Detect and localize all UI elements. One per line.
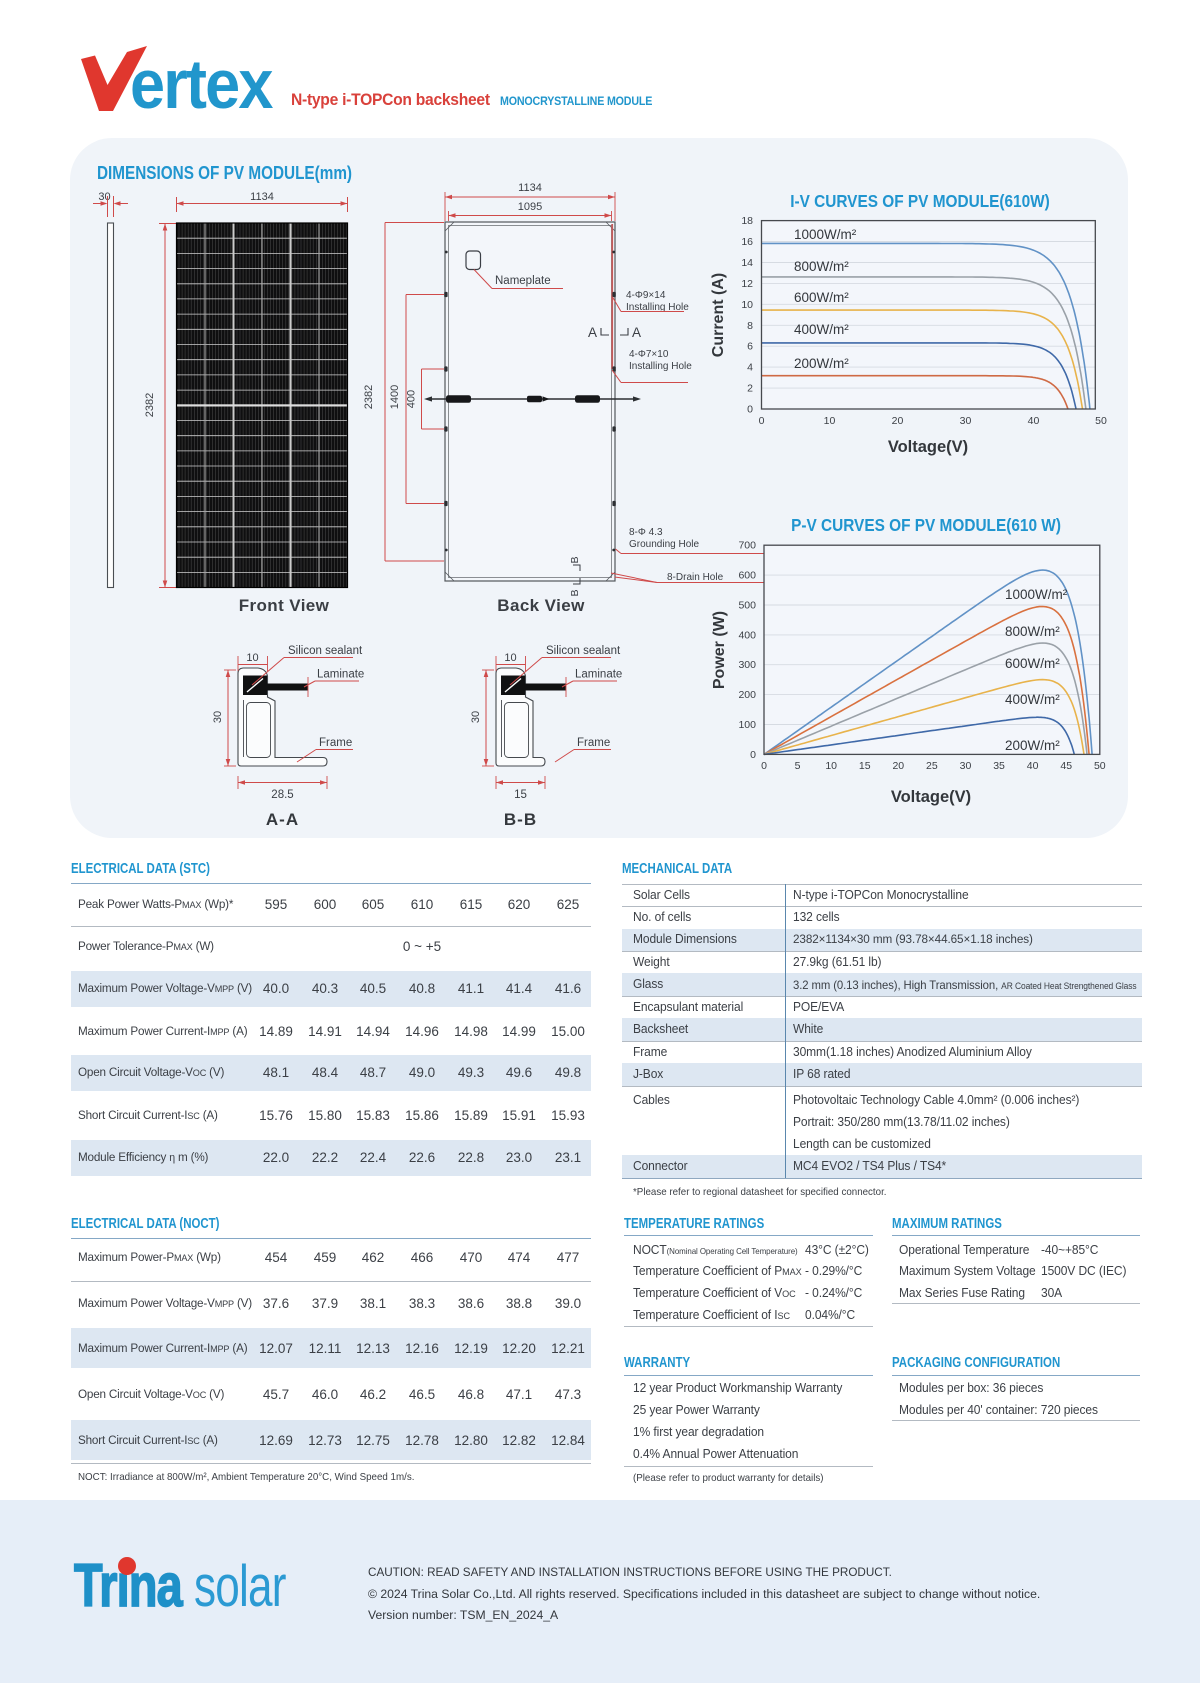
svg-text:200: 200	[738, 689, 756, 701]
svg-text:Laminate: Laminate	[575, 669, 622, 681]
svg-text:30: 30	[960, 760, 972, 772]
svg-text:Installing Hole: Installing Hole	[626, 302, 689, 313]
svg-text:0: 0	[750, 749, 756, 761]
svg-text:P-V CURVES OF PV MODULE(610 W): P-V CURVES OF PV MODULE(610 W)	[791, 516, 1061, 535]
svg-text:0: 0	[761, 760, 767, 772]
svg-text:10: 10	[504, 652, 516, 664]
svg-text:800W/m²: 800W/m²	[794, 259, 849, 274]
svg-text:600W/m²: 600W/m²	[794, 290, 849, 305]
svg-text:Grounding Hole: Grounding Hole	[629, 539, 699, 550]
svg-text:2382: 2382	[144, 393, 156, 417]
svg-text:300: 300	[738, 659, 756, 671]
svg-text:6: 6	[747, 341, 753, 353]
svg-text:1000W/m²: 1000W/m²	[1005, 587, 1068, 602]
svg-text:200W/m²: 200W/m²	[1005, 738, 1060, 753]
svg-text:Silicon sealant: Silicon sealant	[546, 645, 621, 657]
svg-text:8-Drain Hole: 8-Drain Hole	[667, 572, 724, 583]
svg-text:600W/m²: 600W/m²	[1005, 656, 1060, 671]
svg-text:15: 15	[514, 789, 527, 801]
svg-text:A: A	[588, 325, 597, 340]
svg-text:Installing Hole: Installing Hole	[629, 361, 692, 372]
svg-text:A-A: A-A	[266, 810, 299, 829]
svg-text:15: 15	[859, 760, 871, 772]
svg-text:4-Φ7×10: 4-Φ7×10	[629, 349, 669, 360]
svg-text:Laminate: Laminate	[317, 669, 364, 681]
svg-text:Silicon sealant: Silicon sealant	[288, 645, 363, 657]
svg-text:700: 700	[738, 540, 756, 552]
svg-text:Nameplate: Nameplate	[495, 275, 551, 287]
svg-text:2382: 2382	[363, 385, 375, 409]
svg-text:5: 5	[795, 760, 801, 772]
svg-text:40: 40	[1028, 415, 1040, 427]
svg-text:10: 10	[246, 652, 258, 664]
svg-text:A: A	[632, 325, 641, 340]
svg-text:400W/m²: 400W/m²	[794, 322, 849, 337]
svg-text:400W/m²: 400W/m²	[1005, 692, 1060, 707]
svg-text:20: 20	[892, 415, 904, 427]
svg-text:30: 30	[212, 711, 224, 723]
svg-text:800W/m²: 800W/m²	[1005, 624, 1060, 639]
svg-text:35: 35	[993, 760, 1005, 772]
svg-text:10: 10	[825, 760, 837, 772]
svg-text:1134: 1134	[250, 191, 274, 203]
svg-text:40: 40	[1027, 760, 1039, 772]
svg-text:45: 45	[1060, 760, 1072, 772]
svg-text:2: 2	[747, 383, 753, 395]
svg-text:Front View: Front View	[239, 596, 330, 615]
svg-text:10: 10	[741, 299, 753, 311]
svg-text:1095: 1095	[518, 201, 542, 213]
svg-text:Power (W): Power (W)	[711, 611, 728, 689]
svg-text:12: 12	[741, 278, 753, 290]
svg-text:0: 0	[759, 415, 765, 427]
svg-text:30: 30	[960, 415, 972, 427]
svg-text:18: 18	[741, 215, 753, 227]
svg-text:30: 30	[98, 191, 110, 203]
svg-text:Frame: Frame	[319, 737, 352, 749]
svg-text:14: 14	[741, 257, 753, 269]
svg-text:1000W/m²: 1000W/m²	[794, 227, 857, 242]
svg-text:Voltage(V): Voltage(V)	[888, 438, 968, 456]
svg-text:Frame: Frame	[577, 737, 610, 749]
svg-text:400: 400	[738, 629, 756, 641]
svg-text:20: 20	[892, 760, 904, 772]
svg-text:16: 16	[741, 236, 753, 248]
svg-text:Voltage(V): Voltage(V)	[891, 788, 971, 806]
svg-text:B: B	[569, 589, 581, 596]
svg-text:B-B: B-B	[504, 810, 537, 829]
svg-text:1134: 1134	[518, 182, 542, 194]
svg-text:4-Φ9×14: 4-Φ9×14	[626, 290, 666, 301]
svg-text:B: B	[569, 556, 581, 563]
svg-text:30: 30	[470, 711, 482, 723]
svg-text:600: 600	[738, 570, 756, 582]
svg-text:solar: solar	[194, 1553, 286, 1618]
svg-text:50: 50	[1094, 760, 1106, 772]
svg-text:8-Φ 4.3: 8-Φ 4.3	[629, 527, 663, 538]
svg-text:4: 4	[747, 362, 753, 374]
svg-text:50: 50	[1095, 415, 1107, 427]
svg-text:Back View: Back View	[497, 596, 585, 615]
svg-text:400: 400	[406, 390, 418, 408]
svg-text:10: 10	[824, 415, 836, 427]
svg-text:1400: 1400	[389, 385, 401, 409]
svg-text:200W/m²: 200W/m²	[794, 356, 849, 371]
svg-text:0: 0	[747, 404, 753, 416]
svg-text:28.5: 28.5	[271, 789, 293, 801]
svg-text:100: 100	[738, 719, 756, 731]
svg-text:8: 8	[747, 320, 753, 332]
svg-text:500: 500	[738, 599, 756, 611]
svg-text:25: 25	[926, 760, 938, 772]
svg-text:ertex: ertex	[130, 46, 273, 122]
svg-text:I-V CURVES OF PV MODULE(610W): I-V CURVES OF PV MODULE(610W)	[790, 192, 1050, 211]
svg-text:Current (A): Current (A)	[710, 273, 727, 357]
